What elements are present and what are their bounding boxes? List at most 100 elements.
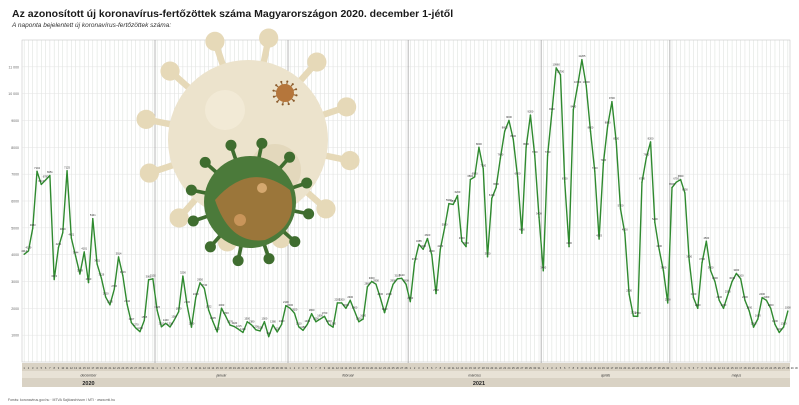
data-point [641, 181, 643, 183]
data-label: 2400 [759, 292, 765, 296]
month-label: február [342, 374, 354, 378]
data-point [392, 283, 394, 285]
x-tick-label: 4 [555, 366, 557, 370]
data-label: 4200 [656, 244, 662, 248]
data-label: 1505 [210, 316, 216, 320]
data-point [70, 237, 73, 239]
x-tick-label: 11 [66, 366, 69, 370]
data-label: 3700 [699, 257, 705, 261]
data-label: 1700 [223, 311, 229, 315]
data-point [469, 178, 472, 181]
data-label: 3061 [146, 274, 152, 278]
data-label: 4583 [596, 234, 602, 238]
data-point [598, 238, 600, 240]
data-point [705, 240, 708, 242]
x-tick-label: 28 [405, 366, 408, 370]
x-tick-label: 12 [336, 366, 339, 370]
data-point [765, 299, 768, 301]
data-label: 2706 [111, 284, 117, 288]
data-label: 1900 [785, 306, 791, 310]
data-label: 3914 [116, 251, 122, 255]
data-label: 10960 [553, 62, 561, 66]
data-label: 3000 [369, 276, 375, 280]
x-tick-label: 19 [486, 366, 489, 370]
data-label: 1870 [176, 306, 182, 310]
x-tick-label: 26 [649, 366, 652, 370]
data-point [242, 331, 244, 334]
x-tick-label: 19 [619, 366, 622, 370]
x-tick-label: 31 [538, 366, 541, 370]
x-tick-label: 9 [444, 366, 446, 370]
data-point [104, 296, 107, 298]
x-tick-label: 24 [254, 366, 257, 370]
data-label: 10300 [583, 80, 591, 84]
data-point [250, 324, 253, 326]
data-label: 1310 [296, 321, 302, 325]
data-label: 1376 [227, 320, 233, 324]
data-label: 7600 [498, 153, 504, 157]
data-point [615, 141, 617, 143]
data-label: 2500 [725, 289, 731, 293]
data-point [529, 114, 532, 116]
data-point [383, 311, 386, 314]
y-tick-label: 4000 [11, 253, 19, 257]
data-point [709, 270, 712, 272]
data-point [491, 197, 493, 200]
data-point [36, 170, 38, 173]
data-label: 10300 [574, 80, 582, 84]
data-label: 4819 [60, 227, 66, 231]
data-point [216, 331, 218, 333]
data-label: 2960 [86, 277, 92, 281]
data-label: 2900 [403, 279, 409, 283]
data-point [83, 251, 85, 253]
data-point [697, 307, 699, 310]
x-tick-label: 16 [87, 366, 90, 370]
data-label: 1180 [300, 325, 306, 329]
data-label: 1600 [755, 314, 761, 318]
x-tick-label: 8 [701, 366, 703, 370]
data-label: 2000 [343, 303, 349, 307]
x-tick-label: 23 [383, 366, 386, 370]
data-label: 4200 [437, 244, 443, 248]
data-point [546, 154, 549, 157]
data-label: 2800 [364, 281, 370, 285]
data-label: 1300 [189, 322, 195, 326]
data-point [293, 312, 296, 314]
x-tick-label: 24 [769, 366, 772, 370]
data-label: 2900 [390, 279, 396, 283]
data-point [456, 194, 459, 197]
data-point [375, 283, 377, 285]
x-tick-label: 9 [58, 366, 60, 370]
x-tick-label: 30 [280, 366, 283, 370]
x-tick-label: 18 [362, 366, 365, 370]
y-tick-label: 7000 [11, 173, 19, 177]
x-tick-label: 23 [250, 366, 253, 370]
data-point [87, 281, 90, 284]
data-label: 2000 [287, 303, 293, 307]
x-tick-label: 22 [246, 366, 249, 370]
data-label: 2400 [386, 292, 392, 296]
x-tick-label: 26 [263, 366, 266, 370]
data-label: 2300 [716, 295, 722, 299]
data-label: 1380 [249, 319, 255, 323]
x-tick-label: 10 [709, 366, 712, 370]
data-point [62, 231, 64, 234]
x-tick-label: 29 [276, 366, 279, 370]
data-point [225, 315, 227, 318]
data-label: 1500 [313, 316, 319, 320]
data-point [654, 221, 656, 224]
data-point [722, 307, 725, 310]
data-point [263, 321, 266, 323]
data-label: 2000 [695, 303, 701, 307]
data-point [589, 130, 592, 132]
x-tick-label: 13 [593, 366, 596, 370]
data-point [315, 321, 317, 323]
data-point [443, 227, 446, 229]
x-tick-label: 29 [143, 366, 146, 370]
data-label: 6900 [472, 171, 478, 175]
x-tick-label: 24 [641, 366, 644, 370]
data-point [774, 323, 776, 326]
data-label: 1932 [206, 305, 212, 309]
x-tick-label: 10 [447, 366, 450, 370]
data-label: 4500 [703, 236, 709, 240]
